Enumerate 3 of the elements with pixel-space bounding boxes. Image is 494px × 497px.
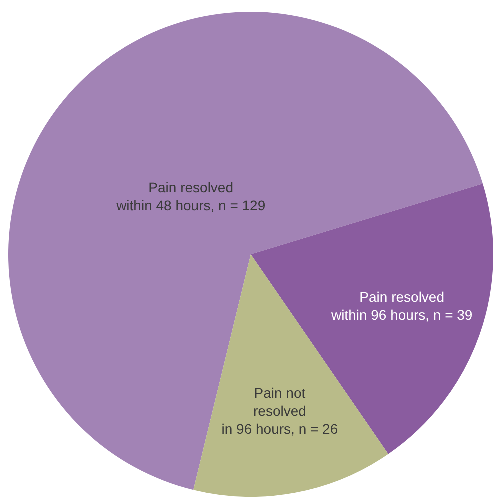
slice-label: Pain resolved within 48 hours, n = 129 bbox=[116, 180, 266, 214]
slice-label: Pain resolved within 96 hours, n = 39 bbox=[330, 289, 473, 324]
slice-label: Pain not resolved in 96 hours, n = 26 bbox=[222, 384, 338, 437]
